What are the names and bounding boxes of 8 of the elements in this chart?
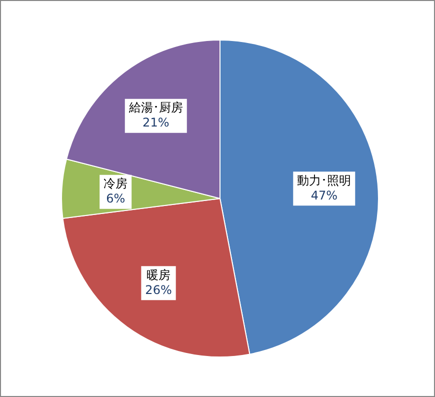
slice-label: 冷房 <box>104 176 128 191</box>
slice-label: 暖房 <box>146 268 171 282</box>
data-label: 6% <box>106 192 126 206</box>
data-label: 47% <box>310 188 338 202</box>
slice-label: 給湯･厨房 <box>128 100 183 114</box>
slice-label: 動力･照明 <box>297 173 352 188</box>
data-label: 26% <box>145 282 172 297</box>
data-label: 21% <box>142 115 170 130</box>
